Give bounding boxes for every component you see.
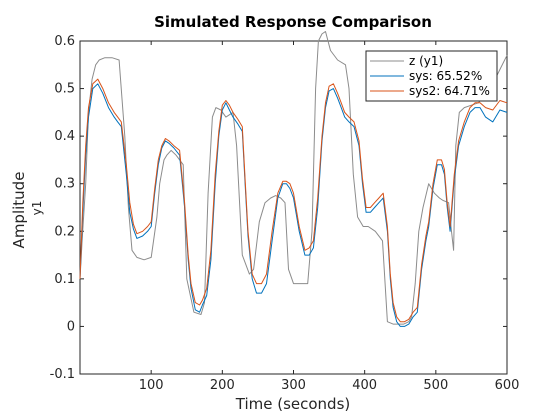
y-tick-label: 0.3 (54, 177, 75, 192)
y-tick-label: 0.1 (54, 272, 75, 287)
x-tick-label: 500 (423, 378, 448, 393)
axis-ticks: -0.1 0 0.1 0.2 0.3 0.4 0.5 0.6 100 200 300 400 500 60… (50, 34, 520, 393)
y-tick-label: 0.2 (54, 224, 75, 239)
y-tick-label: 0.6 (54, 34, 75, 49)
y-tick-label: 0 (67, 319, 75, 334)
x-tick-label: 600 (495, 378, 520, 393)
y-tick-label: -0.1 (50, 367, 75, 382)
chart-title: Simulated Response Comparison (154, 13, 432, 31)
x-tick-label: 100 (139, 378, 164, 393)
series-line-sys2 (79, 78, 508, 323)
x-tick-label: 200 (210, 378, 235, 393)
x-axis-label: Time (seconds) (235, 395, 351, 413)
legend: z (y1) sys: 65.52% sys2: 64.71% (365, 50, 498, 102)
x-tick-label: 400 (352, 378, 377, 393)
y-axis-sublabel: y1 (30, 201, 44, 216)
legend-label-z: z (y1) (409, 54, 443, 68)
series-lines (79, 31, 508, 327)
series-line-sys (79, 83, 508, 327)
legend-label-sys2: sys2: 64.71% (409, 84, 490, 98)
y-tick-label: 0.4 (54, 129, 75, 144)
x-tick-label: 300 (281, 378, 306, 393)
y-tick-label: 0.5 (54, 82, 75, 97)
legend-label-sys: sys: 65.52% (409, 69, 482, 83)
y-axis-label: Amplitude (10, 172, 28, 249)
